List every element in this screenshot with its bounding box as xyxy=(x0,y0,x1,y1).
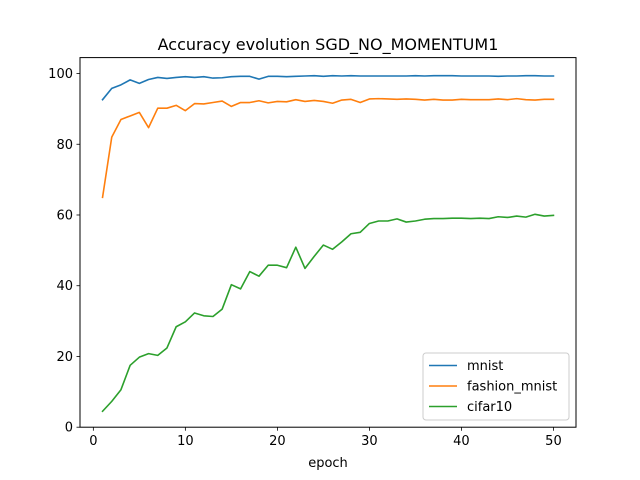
legend-box xyxy=(422,352,570,421)
y-tick-label: 60 xyxy=(56,208,73,223)
legend-label-mnist: mnist xyxy=(467,359,503,374)
x-axis-label: epoch xyxy=(308,456,348,471)
x-tick-label: 50 xyxy=(545,434,562,449)
plot-frame xyxy=(79,57,577,428)
legend-label-cifar10: cifar10 xyxy=(467,400,512,415)
y-tick-label: 40 xyxy=(56,279,73,294)
series-line-fashion_mnist xyxy=(101,97,555,199)
series-line-mnist xyxy=(101,74,555,101)
y-tick-label: 80 xyxy=(56,138,73,153)
x-tick-label: 0 xyxy=(89,434,97,449)
y-tick-label: 0 xyxy=(65,421,73,436)
x-tick-label: 10 xyxy=(177,434,194,449)
y-tick-label: 100 xyxy=(48,67,73,82)
y-tick-label: 20 xyxy=(56,350,73,365)
chart-title: Accuracy evolution SGD_NO_MOMENTUM1 xyxy=(158,35,499,55)
legend-label-fashion_mnist: fashion_mnist xyxy=(467,380,557,395)
legend: mnist fashion_mnist cifar10 xyxy=(422,352,570,421)
series-line-cifar10 xyxy=(101,213,555,413)
x-tick-label: 20 xyxy=(269,434,286,449)
x-tick-label: 40 xyxy=(453,434,470,449)
x-tick-label: 30 xyxy=(361,434,378,449)
series-layer xyxy=(101,74,555,413)
axes-layer: 0 10 20 30 40 50 0 20 40 60 80 100 xyxy=(48,67,562,449)
